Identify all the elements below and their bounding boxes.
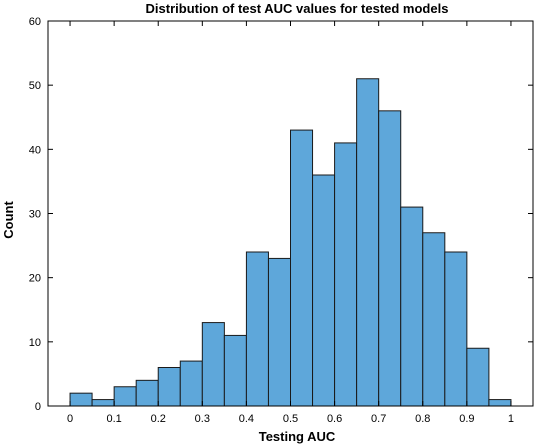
y-tick-label: 10: [29, 337, 41, 349]
y-tick-label: 60: [29, 16, 41, 28]
x-tick-label: 0.7: [371, 413, 386, 425]
histogram-bar: [201, 322, 225, 407]
chart-title: Distribution of test AUC values for test…: [146, 1, 449, 16]
histogram-bar: [312, 174, 336, 407]
y-axis-label: Count: [1, 201, 16, 239]
histogram-bar: [334, 142, 358, 407]
histogram-bar: [179, 360, 203, 407]
histogram-bar: [69, 392, 93, 407]
x-tick-label: 0.8: [415, 413, 430, 425]
x-tick-label: 0.3: [195, 413, 210, 425]
histogram-bar: [267, 257, 292, 407]
bars-group: [69, 78, 512, 407]
histogram-bar: [245, 251, 269, 407]
x-tick-label: 1: [508, 413, 514, 425]
histogram-bar: [113, 386, 137, 407]
histogram-bar: [91, 399, 115, 407]
histogram-bar: [378, 110, 402, 407]
histogram-bar: [223, 334, 247, 407]
x-tick-label: 0.1: [106, 413, 121, 425]
y-tick-label: 30: [29, 209, 41, 221]
x-tick-label: 0.9: [459, 413, 474, 425]
x-tick-label: 0.2: [151, 413, 166, 425]
x-axis-label: Testing AUC: [259, 429, 336, 444]
x-tick-label: 0.5: [283, 413, 298, 425]
y-tick-label: 20: [29, 273, 41, 285]
histogram-bar: [290, 129, 314, 407]
y-tick-label: 50: [29, 80, 41, 92]
histogram-bar: [356, 78, 380, 407]
histogram-bar: [422, 232, 446, 407]
histogram-bar: [400, 206, 424, 407]
y-tick-label: 0: [35, 401, 41, 413]
x-tick-label: 0.6: [327, 413, 342, 425]
x-tick-label: 0: [67, 413, 73, 425]
histogram-bar: [157, 367, 181, 407]
x-tick-label: 0.4: [239, 413, 254, 425]
histogram-bar: [488, 399, 512, 407]
ticks-group: 0 0.1 0.2 0.3 0.4 0.5 0.6 0.7 0.8 0.9 101020304050…: [29, 16, 533, 425]
histogram-bar: [135, 379, 159, 407]
y-tick-label: 40: [29, 144, 41, 156]
histogram-bar: [444, 251, 468, 407]
histogram-bar: [466, 347, 490, 407]
